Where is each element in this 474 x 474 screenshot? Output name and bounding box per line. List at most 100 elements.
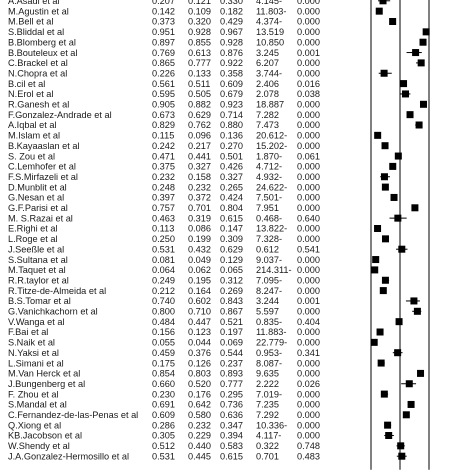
- p-value: 0.000: [297, 110, 320, 120]
- p-value: 0.000: [297, 275, 320, 285]
- point-estimate-marker: [417, 369, 425, 377]
- upper-limit-value: 0.928: [220, 37, 243, 47]
- study-label: R.R.taylor et al: [8, 275, 69, 285]
- upper-limit-value: 0.843: [220, 296, 243, 306]
- lower-limit-value: 0.441: [188, 151, 211, 161]
- lower-limit-value: 0.199: [188, 234, 211, 244]
- estimate-value: 0.156: [152, 327, 175, 337]
- lower-limit-value: 0.445: [188, 451, 211, 461]
- estimate-value: 0.226: [152, 68, 175, 78]
- z-value: 13.519: [256, 27, 284, 37]
- point-estimate-marker: [398, 452, 406, 460]
- p-value: 0.000: [297, 6, 320, 16]
- study-label: B.Bouteleux et al: [8, 48, 77, 58]
- lower-limit-value: 0.232: [188, 420, 211, 430]
- upper-limit-value: 0.609: [220, 79, 243, 89]
- upper-limit-value: 0.880: [220, 120, 243, 130]
- p-value: 0.000: [297, 224, 320, 234]
- study-label: R.Ganesh et al: [8, 100, 69, 110]
- estimate-value: 0.055: [152, 338, 175, 348]
- z-value: 0.612: [256, 244, 279, 254]
- point-estimate-marker: [419, 100, 427, 108]
- z-value: 8.087-: [256, 358, 282, 368]
- study-label: Q.Xiong et al: [8, 420, 61, 430]
- upper-limit-value: 0.065: [220, 265, 243, 275]
- point-estimate-marker: [406, 111, 414, 119]
- study-label: KB.Jacobson et al: [8, 431, 82, 441]
- study-label: D.Munblit et al: [8, 182, 67, 192]
- estimate-value: 0.740: [152, 296, 175, 306]
- lower-limit-value: 0.701: [188, 203, 211, 213]
- p-value: 0.000: [297, 68, 320, 78]
- upper-limit-value: 0.615: [220, 451, 243, 461]
- estimate-value: 0.829: [152, 120, 175, 130]
- p-value: 0.000: [297, 162, 320, 172]
- z-value: 7.019-: [256, 389, 282, 399]
- z-value: 0.322: [256, 441, 279, 451]
- upper-limit-value: 0.269: [220, 286, 243, 296]
- point-estimate-marker: [402, 411, 410, 419]
- estimate-value: 0.512: [152, 441, 175, 451]
- p-value: 0.000: [297, 265, 320, 275]
- study-label: F.S.Mirfazeli et al: [8, 172, 78, 182]
- estimate-value: 0.769: [152, 48, 175, 58]
- upper-limit-value: 0.394: [220, 431, 243, 441]
- study-label: W.Shendy et al: [8, 441, 70, 451]
- study-label: F. Zhou et al: [8, 389, 59, 399]
- study-label: A.Iqbal et al: [8, 120, 57, 130]
- lower-limit-value: 0.520: [188, 379, 211, 389]
- upper-limit-value: 0.636: [220, 410, 243, 420]
- z-value: 0.701: [256, 451, 279, 461]
- z-value: 7.292: [256, 410, 279, 420]
- z-value: 214.311-: [256, 265, 292, 275]
- estimate-value: 0.459: [152, 348, 175, 358]
- study-label: L.Simani et al: [8, 358, 64, 368]
- lower-limit-value: 0.217: [188, 141, 211, 151]
- study-label: J.Bungenberg et al: [8, 379, 85, 389]
- estimate-value: 0.561: [152, 79, 175, 89]
- z-value: 4.145-: [256, 0, 282, 6]
- lower-limit-value: 0.195: [188, 275, 211, 285]
- lower-limit-value: 0.158: [188, 172, 211, 182]
- p-value: 0.640: [297, 213, 320, 223]
- p-value: 0.026: [297, 379, 320, 389]
- lower-limit-value: 0.882: [188, 100, 211, 110]
- upper-limit-value: 0.736: [220, 400, 243, 410]
- point-estimate-marker: [402, 90, 410, 98]
- study-label: J.Seeßle et al: [8, 244, 64, 254]
- study-label: G.Nesan et al: [8, 193, 64, 203]
- lower-limit-value: 0.803: [188, 369, 211, 379]
- p-value: 0.000: [297, 286, 320, 296]
- estimate-value: 0.897: [152, 37, 175, 47]
- estimate-value: 0.232: [152, 172, 175, 182]
- z-value: 1.870-: [256, 151, 282, 161]
- upper-limit-value: 0.777: [220, 379, 243, 389]
- estimate-value: 0.249: [152, 275, 175, 285]
- study-label: G.F.Parisi et al: [8, 203, 68, 213]
- estimate-value: 0.609: [152, 410, 175, 420]
- study-label: C.Brackel et al: [8, 58, 68, 68]
- upper-limit-value: 0.429: [220, 17, 243, 27]
- study-label: M.Taquet et al: [8, 265, 66, 275]
- study-label: S.Bliddal et al: [8, 27, 64, 37]
- p-value: 0.000: [297, 172, 320, 182]
- z-value: 7.473: [256, 120, 279, 130]
- point-estimate-marker: [419, 38, 427, 46]
- p-value: 0.000: [297, 193, 320, 203]
- estimate-value: 0.905: [152, 100, 175, 110]
- z-value: 6.207: [256, 58, 279, 68]
- estimate-value: 0.800: [152, 307, 175, 317]
- point-estimate-marker: [379, 0, 387, 5]
- estimate-value: 0.463: [152, 213, 175, 223]
- p-value: 0.000: [297, 37, 320, 47]
- lower-limit-value: 0.642: [188, 400, 211, 410]
- estimate-value: 0.865: [152, 58, 175, 68]
- p-value: 0.038: [297, 89, 320, 99]
- estimate-value: 0.531: [152, 451, 175, 461]
- point-estimate-marker: [380, 69, 388, 77]
- study-label: V.Wanga et al: [8, 317, 65, 327]
- estimate-value: 0.375: [152, 162, 175, 172]
- study-label: C.Lemhofer et al: [8, 162, 76, 172]
- lower-limit-value: 0.432: [188, 244, 211, 254]
- estimate-value: 0.242: [152, 141, 175, 151]
